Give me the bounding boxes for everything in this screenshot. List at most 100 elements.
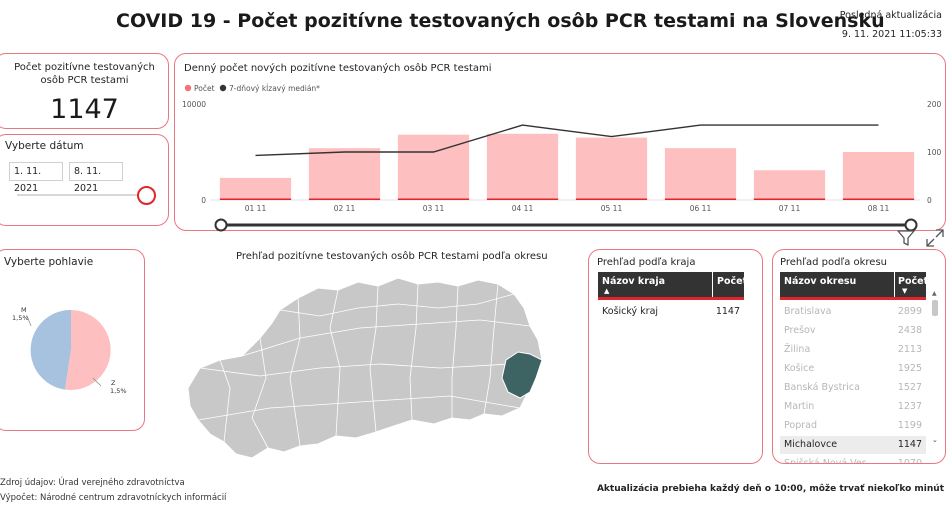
region-col-name[interactable]: Názov kraja (602, 276, 665, 287)
district-row-name: Michalovce (784, 439, 838, 450)
slovakia-map[interactable] (180, 268, 580, 468)
district-row-name: Banská Bystrica (784, 382, 860, 393)
bar-2[interactable] (397, 134, 470, 200)
legend-median-label: 7-dňový kĺzavý medián* (229, 84, 320, 93)
district-row-count: 1237 (897, 401, 922, 412)
y-right-tick-mid: 100 (927, 148, 942, 157)
region-row-count: 1147 (715, 306, 740, 317)
district-row-name: Poprad (784, 420, 817, 431)
bar-1[interactable] (308, 148, 381, 200)
bar-base-4 (575, 198, 648, 200)
region-table-header: Názov kraja ▲ Počet (598, 272, 748, 300)
bar-base-0 (219, 198, 292, 200)
footer-computation: Výpočet: Národné centrum zdravotníckych … (0, 493, 227, 503)
district-row-name: Prešov (784, 325, 816, 336)
y-left-tick-min: 0 (201, 196, 206, 205)
region-col-count[interactable]: Počet (717, 276, 748, 287)
pie-slice-m[interactable] (30, 309, 71, 390)
district-row-count: 2899 (897, 306, 922, 317)
y-right-tick-max: 200 (927, 100, 942, 109)
pie-value-z: 1,5% (110, 387, 127, 395)
table-row[interactable]: Prešov 2438 (780, 322, 926, 340)
bar-base-1 (308, 198, 381, 200)
footer-source: Zdroj údajov: Úrad verejného zdravotníct… (0, 478, 185, 488)
district-row-count: 1199 (897, 420, 922, 431)
date-filter-card: Vyberte dátum 1. 11. 2021 8. 11. 2021 (0, 134, 169, 226)
pie-slice-z[interactable] (65, 310, 111, 390)
table-row[interactable]: Poprad 1199 (780, 417, 926, 435)
pie-label-m: M (21, 306, 27, 314)
district-row-name: Spišská Nová Ves (784, 458, 867, 464)
date-start-input[interactable]: 1. 11. 2021 (9, 162, 63, 194)
district-row-count: 2113 (897, 344, 922, 355)
expand-icon[interactable] (926, 229, 944, 247)
bar-6[interactable] (753, 170, 826, 200)
kpi-label: Počet pozitívne testovaných osôb PCR tes… (14, 62, 155, 86)
region-row-name: Košický kraj (602, 306, 659, 317)
kpi-card: Počet pozitívne testovaných osôb PCR tes… (0, 53, 169, 129)
sort-desc-icon[interactable]: ▼ (902, 287, 908, 295)
bar-base-6 (753, 198, 826, 200)
bar-base-7 (842, 198, 915, 200)
scrollbar-thumb[interactable] (932, 300, 938, 316)
region-table-card: Prehľad podľa kraja Názov kraja ▲ Počet … (588, 249, 763, 464)
district-col-name[interactable]: Názov okresu (784, 276, 857, 287)
date-filter-label: Vyberte dátum (5, 140, 84, 152)
scroll-down-icon[interactable]: ⌄ (932, 436, 938, 444)
bar-3[interactable] (486, 133, 559, 200)
district-scrollbar[interactable]: ▲ ⌄ (931, 290, 939, 460)
date-slider-track[interactable] (17, 194, 137, 196)
district-table-card: Prehľad podľa okresu Názov okresu Počet … (772, 249, 946, 464)
district-row-name: Košice (784, 363, 815, 374)
chart-range-handle-start[interactable] (214, 218, 228, 232)
daily-chart-card: Denný počet nových pozitívne testovaných… (174, 53, 946, 232)
x-tick-label-5: 06 11 (690, 204, 712, 213)
x-tick-label-6: 07 11 (779, 204, 801, 213)
bar-base-5 (664, 198, 737, 200)
x-tick-label-4: 05 11 (601, 204, 623, 213)
bar-7[interactable] (842, 152, 915, 200)
table-row[interactable]: Bratislava 2899 (780, 303, 926, 321)
footer-update-note: Aktualizácia prebieha každý deň o 10:00,… (596, 484, 944, 494)
table-row[interactable]: Košice 1925 (780, 360, 926, 378)
table-row[interactable]: Žilina 2113 (780, 341, 926, 359)
legend-median-marker (219, 84, 227, 92)
table-row[interactable]: Spišská Nová Ves 1070 (780, 455, 926, 464)
map-country-outline (187, 277, 543, 459)
bar-base-2 (397, 198, 470, 200)
district-col-count[interactable]: Počet (898, 276, 929, 287)
bar-4[interactable] (575, 137, 648, 200)
map-title: Prehľad pozitívne testovaných osôb PCR t… (236, 251, 548, 262)
map-district-michalovce[interactable] (501, 351, 543, 399)
legend-count-label: Počet (194, 84, 215, 93)
scroll-up-icon[interactable]: ▲ (932, 290, 937, 297)
table-row[interactable]: Banská Bystrica 1527 (780, 379, 926, 397)
district-table-title: Prehľad podľa okresu (780, 257, 888, 268)
bar-0[interactable] (219, 177, 292, 200)
filter-icon[interactable] (897, 229, 915, 247)
x-tick-label-7: 08 11 (868, 204, 890, 213)
kpi-value: 1147 (50, 94, 119, 125)
district-row-count: 2438 (897, 325, 922, 336)
chart-title: Denný počet nových pozitívne testovaných… (184, 62, 492, 74)
x-tick-label-3: 04 11 (512, 204, 534, 213)
last-update-label: Posledná aktualizácia (839, 10, 942, 21)
date-slider-handle[interactable] (137, 186, 156, 205)
district-row-count: 1147 (897, 439, 922, 450)
table-row[interactable]: Michalovce 1147 (780, 436, 926, 454)
table-row[interactable]: Martin 1237 (780, 398, 926, 416)
gender-filter-label: Vyberte pohlavie (4, 256, 94, 268)
sort-asc-icon[interactable]: ▲ (604, 287, 610, 295)
gender-pie[interactable]: M 1,5% Z 1,5% (0, 250, 146, 432)
district-table-header: Názov okresu Počet ▼ (780, 272, 929, 300)
table-row[interactable]: Košický kraj 1147 (602, 303, 744, 321)
pie-label-z: Z (111, 379, 116, 387)
bar-5[interactable] (664, 148, 737, 200)
district-row-count: 1070 (897, 458, 922, 464)
date-end-input[interactable]: 8. 11. 2021 (69, 162, 123, 194)
district-row-name: Bratislava (784, 306, 832, 317)
district-row-name: Martin (784, 401, 815, 412)
x-tick-label-0: 01 11 (245, 204, 267, 213)
legend-count-marker (184, 84, 192, 92)
gender-filter-card: Vyberte pohlavie M 1,5% Z 1,5% (0, 249, 145, 431)
